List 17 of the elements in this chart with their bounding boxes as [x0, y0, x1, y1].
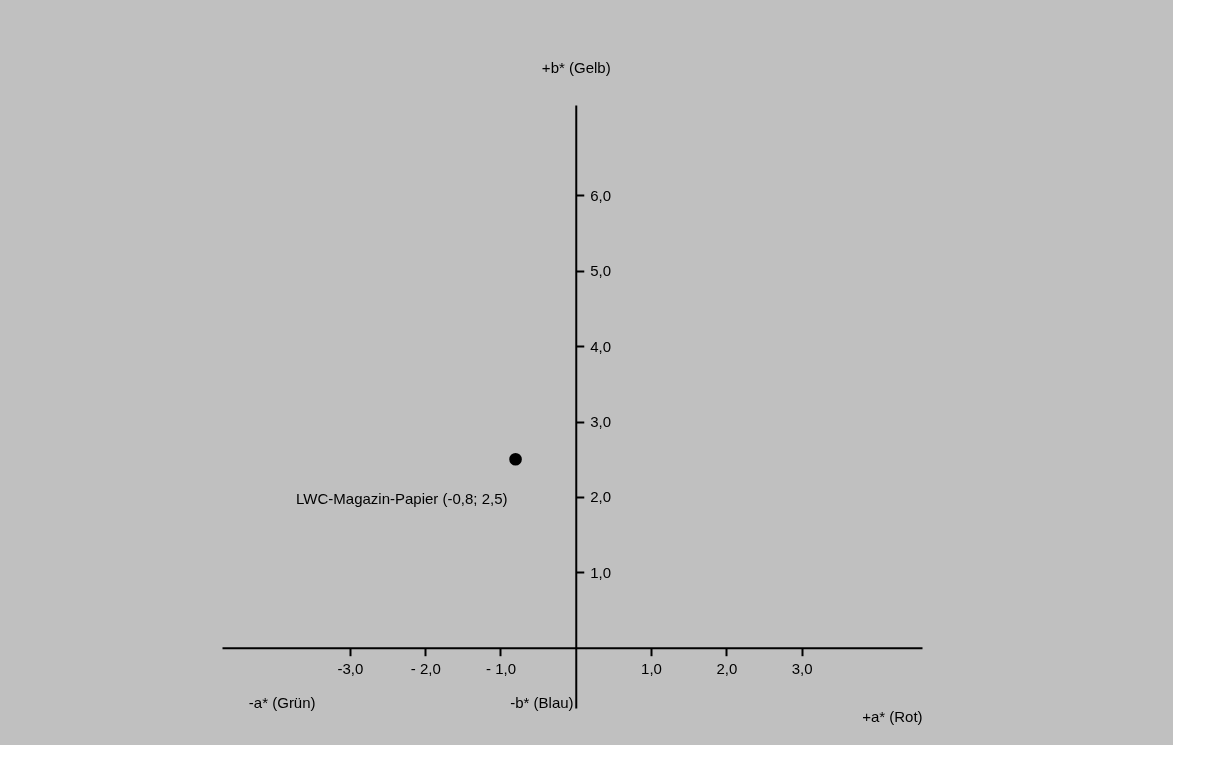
- x-axis-title: +a* (Rot): [862, 708, 923, 726]
- x-tick-label: 3,0: [791, 660, 813, 678]
- annotation: -a* (Grün): [248, 693, 316, 711]
- y-tick-label: 5,0: [590, 262, 612, 280]
- y-tick-label: 4,0: [590, 337, 612, 355]
- y-tick-label: 2,0: [590, 488, 612, 506]
- x-tick-label: - 1,0: [485, 660, 516, 678]
- y-tick-label: 3,0: [590, 413, 612, 431]
- annotation: -b* (Blau): [510, 693, 574, 711]
- y-tick-label: 6,0: [590, 186, 612, 204]
- x-tick-label: -3,0: [337, 660, 364, 678]
- y-axis-title: +b* (Gelb): [541, 58, 611, 76]
- x-tick-label: 1,0: [641, 660, 662, 678]
- x-tick-label: 2,0: [716, 660, 738, 678]
- annotation: LWC-Magazin-Papier (-0,8; 2,5): [296, 490, 508, 508]
- x-tick-label: - 2,0: [410, 660, 441, 678]
- y-tick-label: 1,0: [590, 563, 612, 581]
